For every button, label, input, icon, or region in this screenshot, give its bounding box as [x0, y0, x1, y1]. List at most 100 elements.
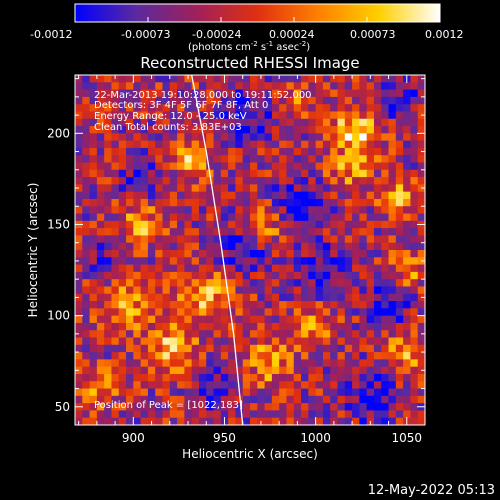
heatmap-cell	[344, 264, 353, 273]
heatmap-cell	[177, 206, 185, 215]
heatmap-cell	[293, 228, 302, 237]
heatmap-cell	[395, 140, 404, 149]
heatmap-cell	[301, 403, 309, 412]
heatmap-cell	[184, 184, 193, 193]
heatmap-cell	[191, 118, 200, 127]
heatmap-cell	[82, 213, 91, 222]
heatmap-cell	[373, 89, 382, 98]
heatmap-cell	[359, 315, 368, 324]
heatmap-cell	[147, 366, 156, 375]
heatmap-cell	[271, 198, 280, 207]
heatmap-cell	[235, 395, 244, 404]
heatmap-cell	[330, 301, 339, 309]
heatmap-cell	[111, 228, 120, 237]
heatmap-cell	[250, 206, 258, 215]
heatmap-cell	[89, 147, 98, 156]
heatmap-cell	[257, 308, 266, 317]
heatmap-cell	[126, 228, 134, 237]
heatmap-cell	[104, 104, 113, 113]
heatmap-cell	[228, 373, 237, 382]
heatmap-cell	[169, 403, 178, 412]
heatmap-cell	[250, 177, 258, 185]
heatmap-cell	[118, 366, 127, 375]
heatmap-cell	[257, 315, 266, 324]
heatmap-cell	[198, 155, 207, 164]
heatmap-cell	[271, 322, 280, 331]
heatmap-cell	[417, 395, 425, 404]
heatmap-cell	[264, 220, 273, 229]
heatmap-cell	[220, 403, 229, 412]
heatmap-cell	[410, 271, 419, 280]
heatmap-cell	[403, 228, 412, 237]
heatmap-cell	[337, 293, 346, 302]
heatmap-cell	[242, 293, 251, 302]
heatmap-cell	[410, 169, 419, 178]
y-tick-label: 150	[47, 217, 70, 231]
heatmap-cell	[140, 381, 149, 390]
heatmap-cell	[271, 410, 280, 419]
heatmap-cell	[169, 191, 178, 200]
heatmap-cell	[410, 82, 419, 91]
heatmap-cell	[337, 147, 346, 156]
heatmap-cell	[250, 330, 258, 339]
heatmap-cell	[301, 228, 309, 237]
heatmap-cell	[177, 235, 185, 244]
heatmap-cell	[169, 373, 178, 382]
heatmap-cell	[271, 206, 280, 215]
heatmap-cell	[140, 162, 149, 171]
heatmap-cell	[242, 381, 251, 390]
heatmap-cell	[337, 82, 346, 91]
heatmap-cell	[126, 213, 134, 222]
heatmap-cell	[111, 410, 120, 419]
heatmap-cell	[184, 279, 193, 288]
heatmap-cell	[191, 140, 200, 149]
heatmap-cell	[191, 293, 200, 302]
heatmap-cell	[140, 242, 149, 251]
heatmap-cell	[198, 82, 207, 91]
heatmap-cell	[410, 184, 419, 193]
heatmap-cell	[155, 388, 164, 397]
heatmap-cell	[417, 126, 425, 134]
heatmap-cell	[235, 417, 244, 425]
heatmap-cell	[395, 104, 404, 113]
heatmap-cell	[235, 279, 244, 288]
heatmap-cell	[118, 140, 127, 149]
heatmap-cell	[403, 315, 412, 324]
heatmap-cell	[308, 301, 317, 309]
heatmap-cell	[257, 82, 266, 91]
heatmap-cell	[104, 213, 113, 222]
heatmap-cell	[198, 271, 207, 280]
heatmap-cell	[104, 111, 113, 120]
heatmap-cell	[250, 242, 258, 251]
heatmap-cell	[126, 257, 134, 266]
heatmap-cell	[388, 140, 397, 149]
heatmap-cell	[82, 337, 91, 346]
heatmap-cell	[410, 410, 419, 419]
heatmap-cell	[337, 111, 346, 120]
heatmap-cell	[286, 352, 295, 360]
heatmap-cell	[388, 315, 397, 324]
heatmap-cell	[89, 301, 98, 309]
heatmap-cell	[315, 330, 324, 339]
heatmap-cell	[206, 133, 215, 142]
heatmap-cell	[250, 147, 258, 156]
heatmap-cell	[126, 373, 134, 382]
heatmap-cell	[228, 301, 237, 309]
heatmap-cell	[315, 410, 324, 419]
heatmap-cell	[293, 213, 302, 222]
heatmap-cell	[381, 111, 390, 120]
heatmap-cell	[133, 89, 142, 98]
heatmap-cell	[184, 213, 193, 222]
heatmap-cell	[257, 228, 266, 237]
heatmap-cell	[373, 140, 382, 149]
heatmap-cell	[75, 89, 83, 98]
heatmap-cell	[388, 96, 397, 105]
heatmap-cell	[177, 264, 185, 273]
heatmap-cell	[155, 96, 164, 105]
heatmap-cell	[177, 133, 185, 142]
heatmap-cell	[395, 242, 404, 251]
heatmap-cell	[330, 191, 339, 200]
heatmap-cell	[395, 147, 404, 156]
heatmap-cell	[169, 169, 178, 178]
heatmap-cell	[279, 315, 288, 324]
